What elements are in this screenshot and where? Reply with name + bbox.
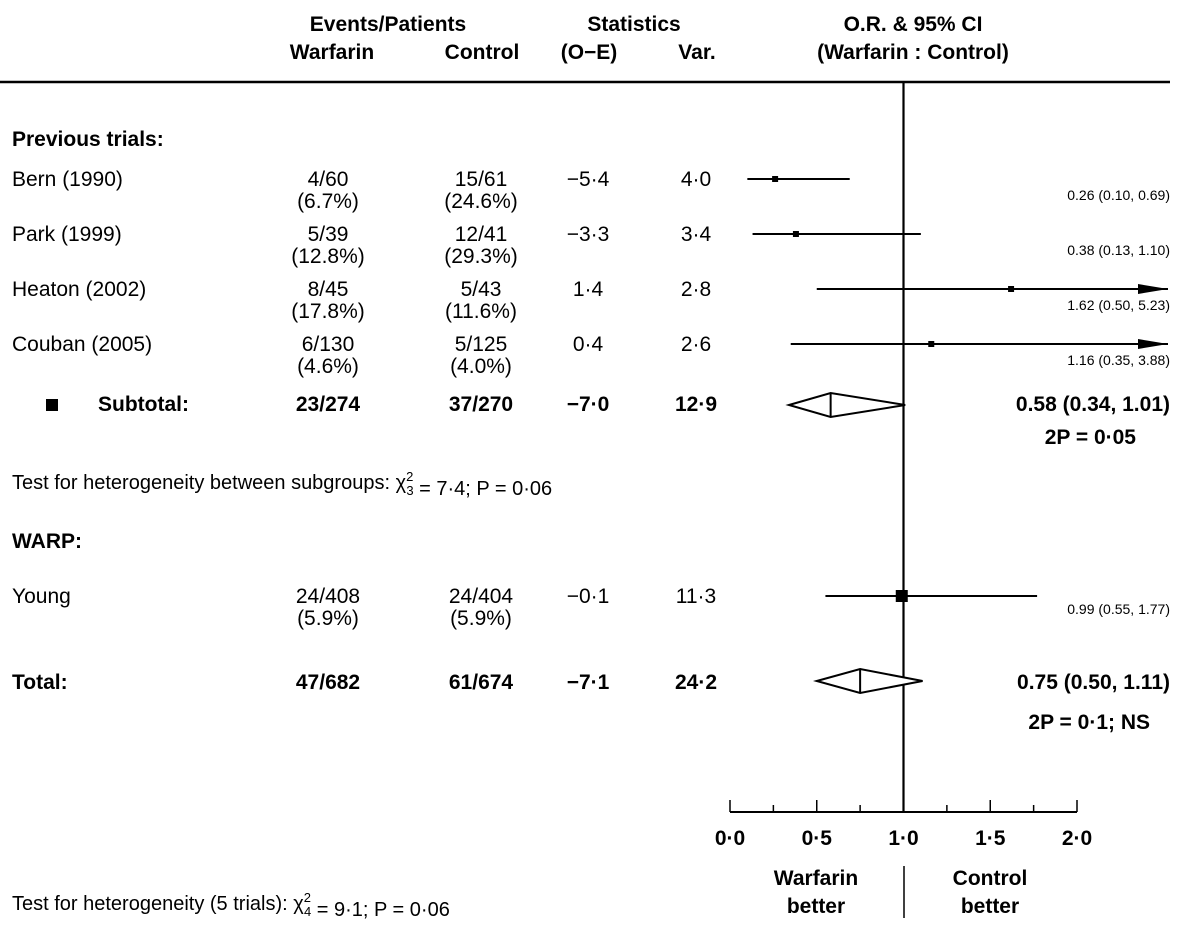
section-previous-trials: Previous trials: — [12, 128, 164, 151]
heterogeneity-all-chi-sub: 4 — [304, 904, 311, 919]
warp-control-pct: (5.9%) — [450, 607, 512, 630]
heterogeneity-all: Test for heterogeneity (5 trials): χ2 4 =… — [12, 890, 450, 921]
study-control-pct: (4.0%) — [450, 355, 512, 378]
subtotal-label: Subtotal: — [98, 393, 189, 416]
study-control-pct: (29.3%) — [444, 245, 518, 268]
header-oe: (O−E) — [561, 41, 618, 64]
x-tick-label: 1·0 — [888, 827, 918, 850]
study-warfarin: 4/60 — [308, 168, 349, 191]
subtotal-oe: −7·0 — [567, 393, 610, 416]
study-or-text: 1.16 (0.35, 3.88) — [1067, 352, 1170, 368]
warp-name: Young — [12, 585, 71, 608]
study-control: 15/61 — [455, 168, 508, 191]
heterogeneity-all-chi-sup: 2 — [304, 890, 311, 905]
axis-right-line2: better — [961, 895, 1019, 918]
study-warfarin-pct: (12.8%) — [291, 245, 365, 268]
study-or-text: 0.26 (0.10, 0.69) — [1067, 187, 1170, 203]
warp-control: 24/404 — [449, 585, 514, 608]
heterogeneity-subgroups-prefix: Test for heterogeneity between subgroups… — [12, 472, 396, 494]
subtotal-marker-icon — [46, 399, 58, 411]
point-estimate-marker — [772, 176, 779, 182]
study-oe: −5·4 — [567, 168, 610, 191]
point-estimate-marker — [928, 341, 935, 347]
study-warfarin-pct: (4.6%) — [297, 355, 359, 378]
heterogeneity-all-stat: = 9·1; P = 0·06 — [311, 899, 450, 921]
header-control: Control — [445, 41, 520, 64]
study-control: 5/43 — [461, 278, 502, 301]
header-statistics: Statistics — [587, 13, 680, 36]
study-warfarin: 8/45 — [308, 278, 349, 301]
warp-point-estimate-marker — [895, 590, 908, 602]
point-estimate-marker — [1008, 286, 1015, 292]
total-label: Total: — [12, 671, 68, 694]
warp-warfarin: 24/408 — [296, 585, 360, 608]
axis-left-line2: better — [787, 895, 845, 918]
warp-or-text: 0.99 (0.55, 1.77) — [1067, 601, 1170, 617]
heterogeneity-subgroups-stat: = 7·4; P = 0·06 — [414, 478, 553, 500]
axis-left-line1: Warfarin — [774, 867, 858, 890]
header-or-sub: (Warfarin : Control) — [817, 41, 1009, 64]
study-name: Bern (1990) — [12, 168, 123, 191]
header-events-patients: Events/Patients — [310, 13, 466, 36]
ci-arrow-icon — [1138, 339, 1168, 349]
x-tick-label: 1·5 — [975, 827, 1006, 850]
study-control: 5/125 — [455, 333, 508, 356]
study-control-pct: (11.6%) — [445, 300, 517, 323]
subtotal-or-text: 0.58 (0.34, 1.01) — [1016, 393, 1170, 416]
study-oe: 0·4 — [573, 333, 604, 356]
study-var: 2·8 — [681, 278, 711, 301]
x-tick-label: 0·5 — [802, 827, 833, 850]
heterogeneity-subgroups-chi: χ — [396, 472, 407, 494]
warp-warfarin-pct: (5.9%) — [297, 607, 359, 630]
header-var: Var. — [678, 41, 715, 64]
study-name: Heaton (2002) — [12, 278, 146, 301]
warp-var: 11·3 — [676, 585, 716, 608]
study-name: Park (1999) — [12, 223, 122, 246]
study-control: 12/41 — [455, 223, 508, 246]
axis-right-line1: Control — [953, 867, 1028, 890]
subtotal-var: 12·9 — [675, 393, 717, 416]
heterogeneity-all-prefix: Test for heterogeneity (5 trials): — [12, 893, 293, 915]
plot-layer: 0·0 0·5 1·0 1·5 2·0 Bern (1990) 4/60(6.7%) 15/6… — [12, 82, 1170, 850]
study-warfarin-pct: (6.7%) — [297, 190, 359, 213]
heterogeneity-subgroups-chi-sup: 2 — [406, 469, 413, 484]
study-var: 2·6 — [681, 333, 711, 356]
subtotal-warfarin: 23/274 — [296, 393, 361, 416]
total-var: 24·2 — [675, 671, 717, 694]
total-control: 61/674 — [449, 671, 514, 694]
heterogeneity-subgroups: Test for heterogeneity between subgroups… — [12, 469, 552, 500]
study-var: 4·0 — [681, 168, 711, 191]
study-or-text: 1.62 (0.50, 5.23) — [1067, 297, 1170, 313]
study-name: Couban (2005) — [12, 333, 152, 356]
study-warfarin-pct: (17.8%) — [291, 300, 365, 323]
section-warp: WARP: — [12, 530, 82, 553]
heterogeneity-subgroups-chi-sub: 3 — [406, 483, 413, 498]
study-oe: −3·3 — [567, 223, 610, 246]
x-tick-label: 2·0 — [1062, 827, 1092, 850]
total-warfarin: 47/682 — [296, 671, 360, 694]
subtotal-control: 37/270 — [449, 393, 513, 416]
header-or-ci: O.R. & 95% CI — [844, 13, 983, 36]
subtotal-diamond — [785, 391, 906, 419]
study-warfarin: 5/39 — [308, 223, 349, 246]
heterogeneity-all-chi: χ — [293, 893, 304, 915]
total-p: 2P = 0·1; NS — [1028, 711, 1150, 734]
total-or-text: 0.75 (0.50, 1.11) — [1017, 671, 1170, 694]
x-tick-label: 0·0 — [715, 827, 745, 850]
warp-oe: −0·1 — [567, 585, 610, 608]
total-diamond — [812, 667, 923, 695]
header-warfarin: Warfarin — [290, 41, 374, 64]
study-var: 3·4 — [681, 223, 712, 246]
subtotal-p: 2P = 0·05 — [1045, 426, 1137, 449]
point-estimate-marker — [792, 231, 799, 237]
study-control-pct: (24.6%) — [444, 190, 518, 213]
study-warfarin: 6/130 — [302, 333, 355, 356]
study-oe: 1·4 — [573, 278, 604, 301]
study-or-text: 0.38 (0.13, 1.10) — [1067, 242, 1170, 258]
total-oe: −7·1 — [567, 671, 610, 694]
ci-arrow-icon — [1138, 284, 1168, 294]
